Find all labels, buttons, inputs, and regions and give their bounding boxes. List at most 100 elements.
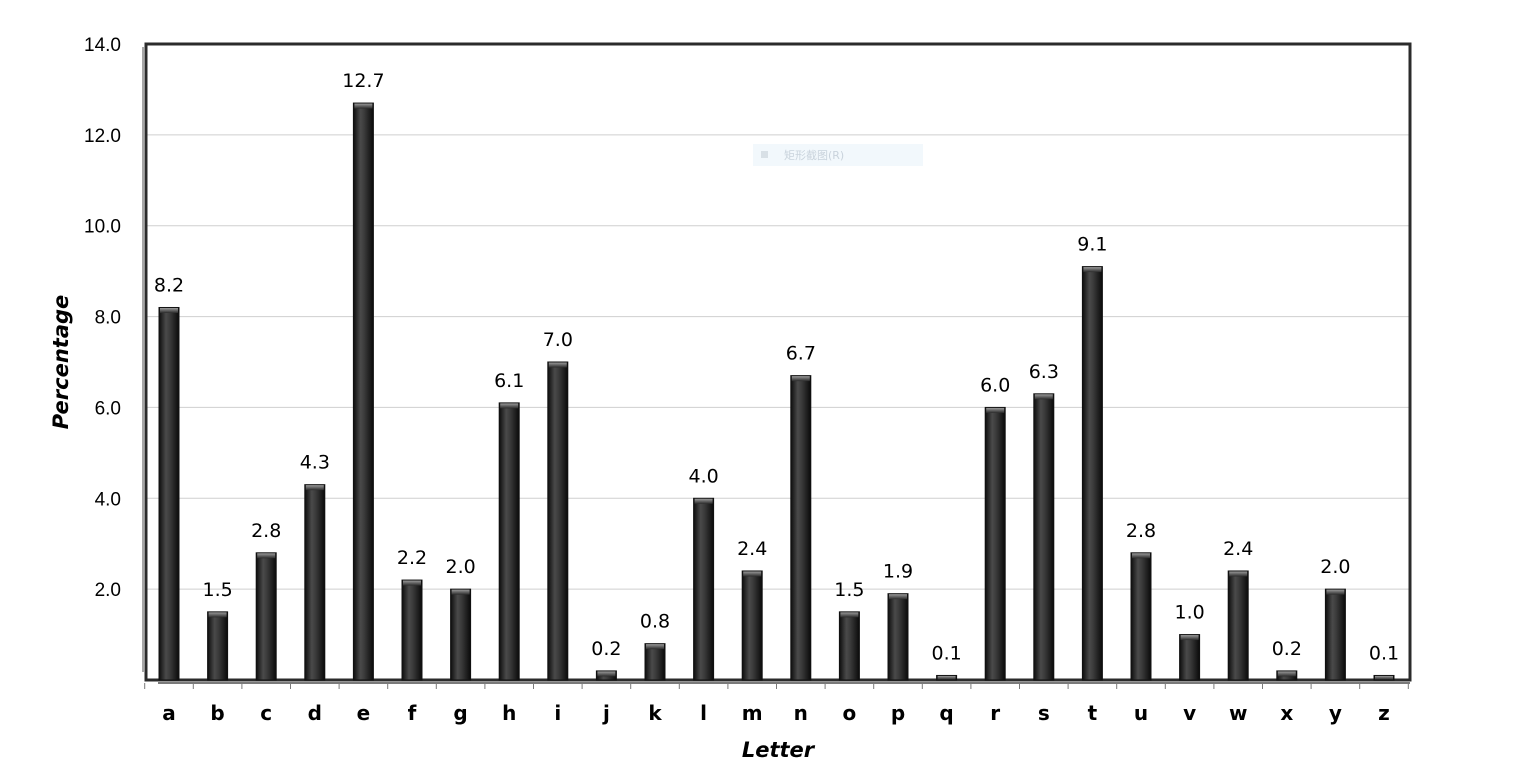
bar [401,579,423,681]
y-tick-label: 6.0 [95,398,121,419]
bar [352,102,374,681]
y-tick-label: 10.0 [84,217,121,238]
bar [1276,670,1298,681]
bar [984,406,1006,681]
bar-cap [354,103,373,109]
bar-cap [840,612,859,618]
bar-body [1324,588,1346,681]
bar [838,611,860,681]
bar-body [255,552,277,681]
category-label: a [162,701,176,725]
category-label: f [408,701,417,725]
bar [1227,570,1249,681]
bar-cap [548,362,567,368]
bar-body [498,402,520,681]
bar-body [1081,266,1103,681]
category-label: k [648,701,662,725]
category-label: o [843,701,857,725]
category-label: d [308,701,322,725]
bar-body [838,611,860,681]
category-label: t [1088,701,1098,725]
bar-body [790,375,812,681]
category-label: j [602,701,610,725]
category-label: q [939,701,953,725]
data-label: 4.0 [688,465,718,487]
data-label: 9.1 [1077,234,1107,256]
y-tick-label: 2.0 [95,580,121,601]
x-axis-categories: a b c d e f g h i j k l m n o p q r s t u v w x y z [162,701,1390,725]
bar [936,674,958,681]
bar-cap [937,675,956,680]
data-label: 0.1 [1369,642,1399,664]
data-label: 0.2 [1272,638,1302,660]
bar-body [1130,552,1152,681]
category-label: w [1229,701,1247,725]
category-label: y [1329,701,1342,725]
data-label: 1.9 [883,561,913,583]
y-axis-ticks: 2.0 4.0 6.0 8.0 10.0 12.0 14.0 [84,35,121,601]
data-label: 4.3 [300,452,330,474]
bar [790,375,812,681]
bar-cap [1277,671,1296,677]
bar-body [547,361,569,681]
bar-cap [646,644,664,650]
data-label: 12.7 [342,70,384,92]
bar-body [741,570,763,681]
x-axis-title: Letter [742,738,816,762]
bar-cap [1326,589,1345,595]
bar-cap [500,403,519,409]
category-label: n [794,701,808,725]
data-label: 2.2 [397,547,427,569]
bar-body [984,406,1006,681]
bar [644,643,666,681]
bar-body [887,593,909,681]
bar-body [644,643,666,681]
bar [1179,634,1201,681]
bar-cap [1180,635,1199,641]
y-tick-label: 4.0 [95,489,121,510]
data-label: 7.0 [543,329,573,351]
bar [207,611,229,681]
bar [693,497,715,681]
bar-cap [257,553,276,559]
data-label: 2.8 [1126,520,1156,542]
data-label: 1.5 [202,579,232,601]
category-label: e [357,701,371,725]
category-label: i [554,701,561,725]
data-label: 1.5 [834,579,864,601]
bar-cap [1132,553,1150,559]
data-label: 2.0 [1320,556,1350,578]
data-label: 0.2 [591,638,621,660]
bar-body [207,611,229,681]
bar-cap [1375,675,1393,680]
category-label: l [700,701,707,725]
y-axis-title: Percentage [49,295,73,430]
bar [158,306,180,681]
y-tick-label: 12.0 [84,126,121,147]
gridlines [146,134,1410,590]
data-label: 2.8 [251,520,281,542]
bar [741,570,763,681]
category-label: x [1280,701,1293,725]
data-label: 6.7 [786,343,816,365]
bar-body [304,484,326,681]
screenshot-tool-watermark: 矩形截图(R) [753,144,923,166]
bar [595,670,617,681]
bar-cap [986,407,1005,413]
bar-cap [305,485,324,491]
bar-cap [403,580,421,586]
bar-body [1033,393,1055,681]
data-label: 2.0 [445,556,475,578]
bar [547,361,569,681]
bar [304,484,326,681]
bar [1373,674,1395,681]
category-label: m [742,701,763,725]
bar-body [401,579,423,681]
bar-cap [1034,394,1053,400]
data-label: 0.8 [640,611,670,633]
bar-cap [451,589,470,595]
bar [1130,552,1152,681]
bar-cap [694,498,713,504]
watermark-label: 矩形截图(R) [784,148,844,162]
